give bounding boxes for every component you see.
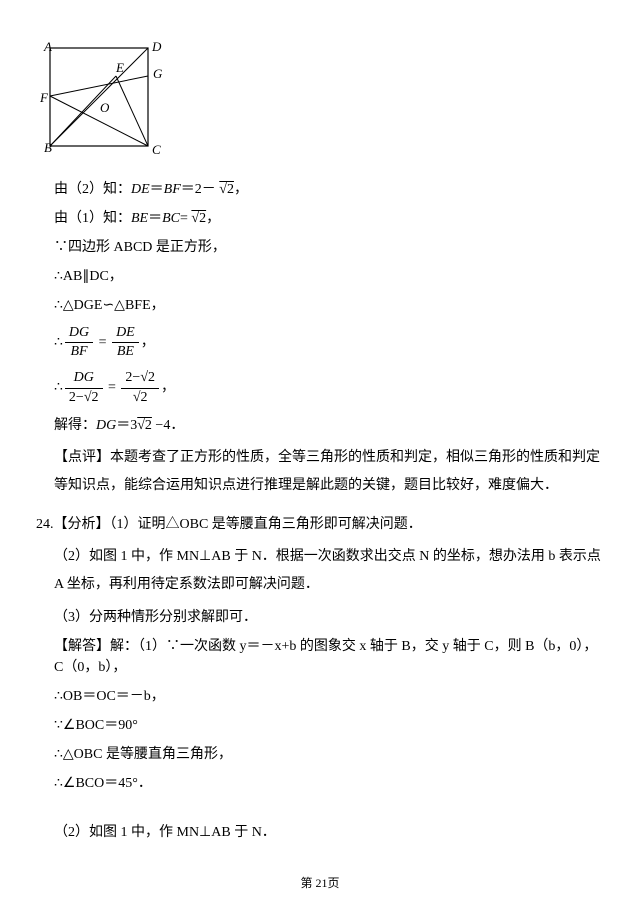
svg-text:O: O <box>100 100 110 115</box>
q24-solution-2: ∴OB＝OC＝－b， <box>36 686 604 707</box>
text-line: ∵四边形 ABCD 是正方形， <box>36 237 604 258</box>
text-line: ∴△DGE∽△BFE， <box>36 295 604 316</box>
svg-text:D: D <box>151 39 162 54</box>
text-line: 由（2）知：DE＝BF＝2－ √2， <box>36 179 604 200</box>
fraction-line: ∴DG2−√2 = 2−√2√2， <box>36 369 604 406</box>
text-line: 由（1）知：BE＝BC= √2， <box>36 208 604 229</box>
svg-text:G: G <box>153 66 163 81</box>
q24-solution-5: ∴∠BCO＝45°． <box>36 773 604 794</box>
q24-solution-1: 【解答】解：（1）∵一次函数 y＝－x+b 的图象交 x 轴于 B，交 y 轴于… <box>36 636 604 678</box>
fraction: 2−√2√2 <box>121 369 159 406</box>
q24-solution-4: ∴△OBC 是等腰直角三角形， <box>36 744 604 765</box>
review-paragraph: 【点评】本题考查了正方形的性质，全等三角形的性质和判定，相似三角形的性质和判定等… <box>36 444 604 500</box>
q24-analysis-2: （2）如图 1 中，作 MN⊥AB 于 N．根据一次函数求出交点 N 的坐标，想… <box>36 543 604 599</box>
fraction: DGBF <box>65 324 93 361</box>
fraction: DG2−√2 <box>65 369 103 406</box>
svg-text:E: E <box>115 60 124 75</box>
svg-text:F: F <box>40 90 49 105</box>
q24-analysis-1: 24.【分析】（1）证明△OBC 是等腰直角三角形即可解决问题． <box>36 514 604 535</box>
svg-text:C: C <box>152 142 161 157</box>
q24-part2: （2）如图 1 中，作 MN⊥AB 于 N． <box>36 822 604 843</box>
text-line: 解得：DG＝3√2 −4． <box>36 415 604 436</box>
therefore: ∴ <box>54 335 63 350</box>
q24-analysis-3: （3）分两种情形分别求解即可． <box>36 607 604 628</box>
text-line: ∴AB∥DC， <box>36 266 604 287</box>
svg-text:B: B <box>44 140 52 155</box>
fraction-line: ∴DGBF = DEBE， <box>36 324 604 361</box>
page-number: 第 21页 <box>0 874 640 891</box>
therefore: ∴ <box>54 380 63 395</box>
page-content: A D B C E G F O 由（2）知：DE＝BF＝2－ √2， 由（1）知… <box>0 0 640 871</box>
fraction: DEBE <box>112 324 139 361</box>
geometry-figure: A D B C E G F O <box>40 38 604 165</box>
svg-text:A: A <box>43 39 52 54</box>
q24-solution-3: ∵∠BOC＝90° <box>36 715 604 736</box>
